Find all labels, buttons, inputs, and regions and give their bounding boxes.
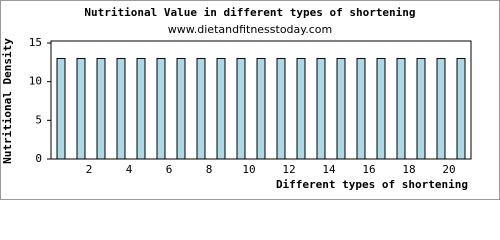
bar [336,57,346,160]
plot-frame [50,40,472,160]
bar [156,57,166,160]
bar [196,57,206,160]
bar [116,57,126,160]
x-tick-label: 2 [86,163,93,176]
bar [436,57,446,160]
x-tick-label: 20 [442,163,455,176]
x-tick-label: 10 [242,163,255,176]
y-tick-label: 10 [29,75,42,88]
bar [316,57,326,160]
y-axis-label: Nutritional Density [1,38,14,164]
x-tick-label: 18 [402,163,415,176]
y-tick-label: 0 [35,152,42,165]
chart-subtitle: www.dietandfitnesstoday.com [168,23,332,36]
bar [96,57,106,160]
bar [376,57,386,160]
bar [356,57,366,160]
x-tick-label: 14 [322,163,336,176]
x-tick-label: 4 [126,163,133,176]
x-axis-label: Different types of shortening [276,178,468,191]
x-tick-label: 16 [362,163,375,176]
bar [56,57,66,160]
bar [76,57,86,160]
y-tick-label: 5 [35,113,42,126]
bar [256,57,266,160]
x-tick-label: 12 [282,163,295,176]
bar [416,57,426,160]
bar [456,57,466,160]
chart: Nutritional Value in different types of … [0,0,500,200]
x-tick-label: 6 [166,163,173,176]
bar [176,57,186,160]
bar [396,57,406,160]
chart-title: Nutritional Value in different types of … [84,6,415,19]
x-tick-label: 8 [206,163,213,176]
bar [236,57,246,160]
bar [296,57,306,160]
bar [136,57,146,160]
y-tick-label: 15 [29,36,42,49]
bar [276,57,286,160]
bar [216,57,226,160]
